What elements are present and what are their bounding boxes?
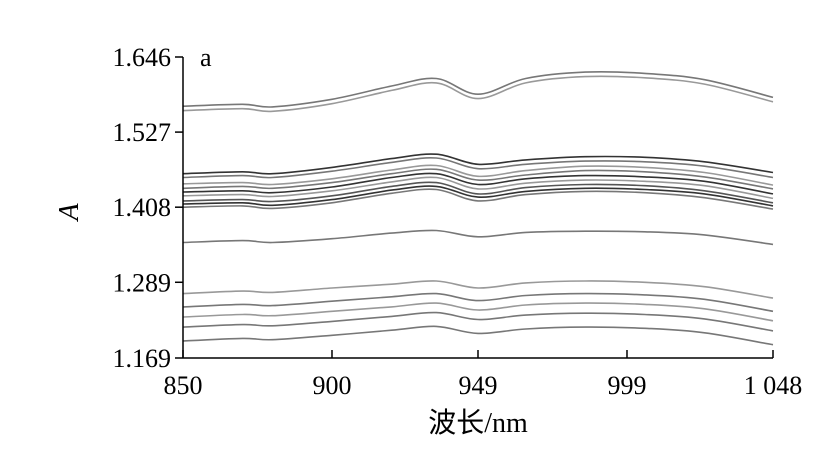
panel-label: a — [200, 43, 212, 72]
spectrum-line-5 — [182, 164, 774, 186]
x-tick-label: 900 — [312, 371, 351, 400]
spectrum-line-7 — [182, 172, 774, 195]
y-axis-title: A — [54, 203, 85, 223]
x-tick-label: 999 — [607, 371, 646, 400]
spectrum-line-14 — [182, 292, 774, 313]
x-tick-label: 949 — [459, 371, 498, 400]
y-tick-label: 1.527 — [113, 118, 172, 147]
spectrum-line-15 — [182, 302, 774, 322]
spectrum-line-3 — [182, 153, 774, 175]
spectrum-line-12 — [182, 229, 774, 246]
series-lines — [182, 70, 774, 346]
y-tick-label: 1.646 — [113, 43, 172, 72]
spectrum-line-4 — [182, 156, 774, 179]
spectrum-line-8 — [182, 176, 774, 200]
spectrum-line-11 — [182, 188, 774, 210]
x-axis-title: 波长/nm — [428, 407, 528, 439]
x-tick-label: 1 048 — [744, 371, 803, 400]
y-tick-label: 1.169 — [113, 344, 172, 373]
x-tick-label: 850 — [164, 371, 203, 400]
spectrum-line-1 — [182, 70, 774, 108]
spectrum-line-13 — [182, 280, 774, 299]
spectrum-line-2 — [182, 75, 774, 113]
spectrum-line-6 — [182, 168, 774, 190]
spectrum-line-16 — [182, 311, 774, 332]
spectrum-line-10 — [182, 185, 774, 207]
y-tick-label: 1.289 — [113, 268, 172, 297]
spectrum-line-17 — [182, 325, 774, 346]
y-tick-label: 1.408 — [113, 193, 172, 222]
spectrum-line-9 — [182, 181, 774, 204]
